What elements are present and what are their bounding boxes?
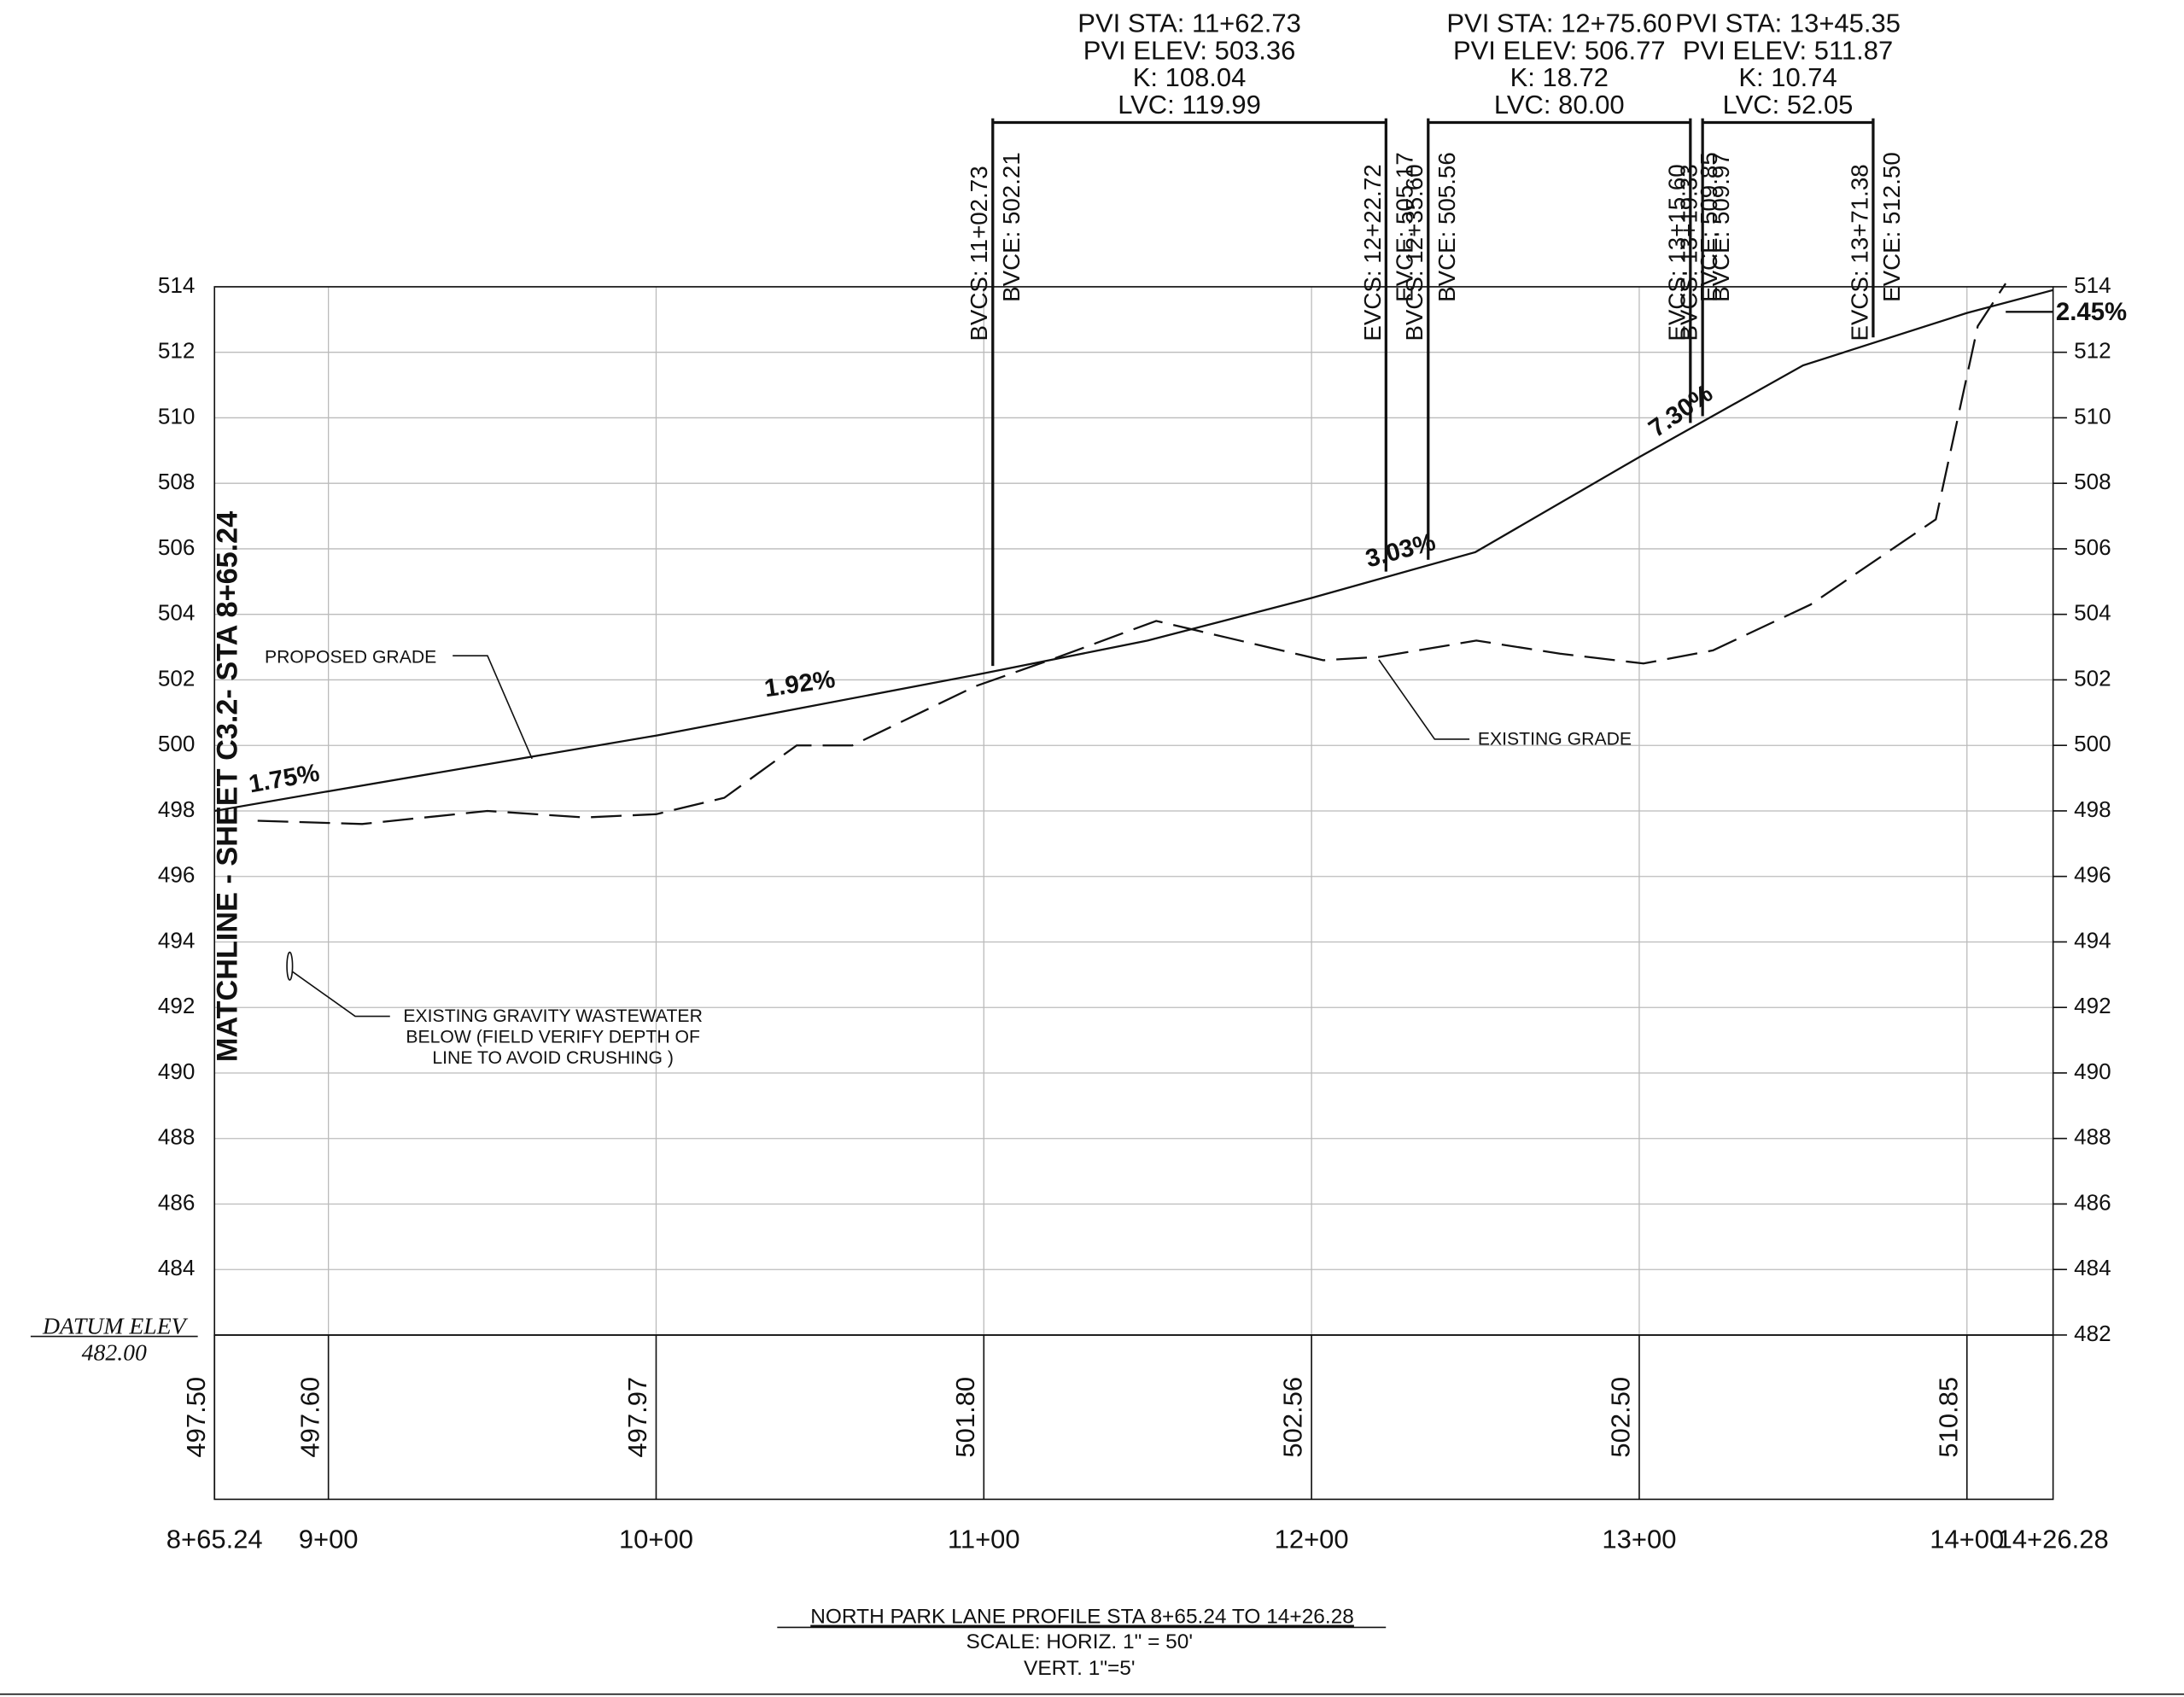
y-tick-label: 482 <box>2074 1321 2111 1346</box>
y-tick-label: 486 <box>2074 1189 2111 1215</box>
leader <box>453 655 533 760</box>
curve-station-label: BVCS: 11+02.73 <box>966 166 992 341</box>
pvi-label: PVI STA: 11+62.73 <box>1077 9 1301 38</box>
pvi-label: PVI STA: 13+45.35 <box>1675 9 1901 38</box>
pvi-label: PVI ELEV: 506.77 <box>1453 35 1666 65</box>
y-tick-label: 500 <box>2074 731 2111 756</box>
y-tick-label: 514 <box>158 272 196 298</box>
subtitle: VERT. 1"=5' <box>1024 1657 1136 1680</box>
x-tick-label: 10+00 <box>619 1525 693 1554</box>
plot-layer: 482 484 484 486 486 488 488 490 490 492 492 494 494 4… <box>158 9 2111 1554</box>
x-tick-label: 8+65.24 <box>166 1525 263 1554</box>
elevation-table <box>213 1334 2054 1501</box>
y-tick-label: 506 <box>158 534 196 560</box>
datum-label: DATUM ELEV <box>42 1312 189 1338</box>
y-tick-label: 508 <box>2074 469 2111 494</box>
y-tick-label: 502 <box>158 665 196 691</box>
y-tick-label: 512 <box>158 338 196 364</box>
y-tick-label: 494 <box>2074 927 2111 953</box>
y-tick-label: 496 <box>158 862 196 888</box>
pipe <box>286 951 294 981</box>
x-tick-label: 11+00 <box>948 1525 1020 1554</box>
profile-line <box>214 289 2053 813</box>
leader <box>1378 659 1470 740</box>
grade-label: 2.45% <box>2056 298 2127 326</box>
pvi-label: PVI STA: 12+75.60 <box>1446 9 1672 38</box>
curve-elev-label: BVCE: 502.21 <box>998 152 1025 302</box>
curve-elev-label: EVCE: 512.50 <box>1878 152 1905 302</box>
x-tick-label: 14+00 <box>1930 1525 2004 1554</box>
elevation-label: 510.85 <box>1933 1377 1963 1458</box>
pvi-label: K: 18.72 <box>1510 62 1609 92</box>
y-tick-label: 510 <box>158 403 196 429</box>
profile-line <box>257 283 2007 825</box>
pvi-label: K: 108.04 <box>1133 62 1247 92</box>
elevation-label: 501.80 <box>950 1377 980 1458</box>
annotation: LINE TO AVOID CRUSHING ) <box>432 1048 674 1068</box>
curve-station-label: EVCS: 13+71.38 <box>1846 164 1872 341</box>
curve-station-label: BVCS: 12+35.60 <box>1401 164 1428 341</box>
y-tick-label: 494 <box>158 927 196 953</box>
pvi-label: LVC: 119.99 <box>1118 90 1261 120</box>
curve-elev-label: EVCE: 509.85 <box>1696 152 1722 302</box>
x-tick-label: 14+26.28 <box>1998 1525 2109 1554</box>
y-tick-label: 504 <box>2074 600 2111 626</box>
elevation-label: 497.60 <box>295 1377 324 1458</box>
y-tick-label: 508 <box>158 469 196 494</box>
subtitle: SCALE: HORIZ. 1" = 50' <box>966 1630 1193 1653</box>
annotation: PROPOSED GRADE <box>265 647 436 667</box>
x-tick-label: 12+00 <box>1275 1525 1349 1554</box>
curve-elev-label: BVCE: 505.56 <box>1434 152 1460 302</box>
x-tick-label: 13+00 <box>1602 1525 1676 1554</box>
curve-station-label: BVCS: 13+19.33 <box>1676 164 1702 341</box>
y-tick-label: 492 <box>158 993 196 1018</box>
y-tick-label: 488 <box>158 1124 196 1150</box>
pvi-label: LVC: 80.00 <box>1494 90 1625 120</box>
y-tick-label: 514 <box>2074 272 2111 298</box>
curve-station-label: EVCS: 13+15.60 <box>1663 164 1690 341</box>
y-tick-label: 498 <box>158 796 196 822</box>
matchline: MATCHLINE - SHEET C3.2- STA 8+65.24 <box>211 511 243 1062</box>
y-tick-label: 484 <box>2074 1255 2111 1280</box>
annotation: EXISTING GRADE <box>1478 730 1632 749</box>
y-tick-label: 496 <box>2074 862 2111 888</box>
curve-elev-label: EVCE: 505.17 <box>1391 152 1417 302</box>
y-tick-label: 490 <box>158 1058 196 1084</box>
elevation-label: 502.56 <box>1278 1377 1308 1458</box>
y-tick-label: 510 <box>2074 403 2111 429</box>
leader <box>292 971 390 1018</box>
x-tick-label: 9+00 <box>299 1525 359 1554</box>
title: NORTH PARK LANE PROFILE STA 8+65.24 TO 1… <box>810 1606 1354 1629</box>
y-tick-label: 498 <box>2074 796 2111 822</box>
datum-value: 482.00 <box>82 1338 147 1365</box>
y-tick-label: 506 <box>2074 534 2111 560</box>
y-tick-label: 500 <box>158 731 196 756</box>
pvi-label: PVI ELEV: 511.87 <box>1683 35 1893 65</box>
pvi-label: PVI ELEV: 503.36 <box>1083 35 1296 65</box>
y-tick-label: 490 <box>2074 1058 2111 1084</box>
annotation: EXISTING GRAVITY WASTEWATER <box>403 1006 702 1026</box>
y-tick-label: 502 <box>2074 665 2111 691</box>
y-tick-label: 492 <box>2074 993 2111 1018</box>
y-tick-label: 488 <box>2074 1124 2111 1150</box>
y-tick-label: 486 <box>158 1189 196 1215</box>
grade-label: 1.92% <box>762 665 837 703</box>
elevation-label: 497.50 <box>181 1377 211 1458</box>
curve-station-label: EVCS: 12+22.72 <box>1359 164 1386 341</box>
annotation: BELOW (FIELD VERIFY DEPTH OF <box>406 1028 700 1047</box>
elevation-label: 497.97 <box>622 1377 652 1458</box>
pvi-label: K: 10.74 <box>1738 62 1837 92</box>
y-tick-label: 484 <box>158 1255 196 1280</box>
y-tick-label: 512 <box>2074 338 2111 364</box>
curve-elev-label: BVCE: 509.97 <box>1708 152 1734 302</box>
grade-label: 1.75% <box>247 759 322 799</box>
y-tick-label: 504 <box>158 600 196 626</box>
elevation-label: 502.50 <box>1606 1377 1636 1458</box>
pvi-label: LVC: 52.05 <box>1723 90 1854 120</box>
